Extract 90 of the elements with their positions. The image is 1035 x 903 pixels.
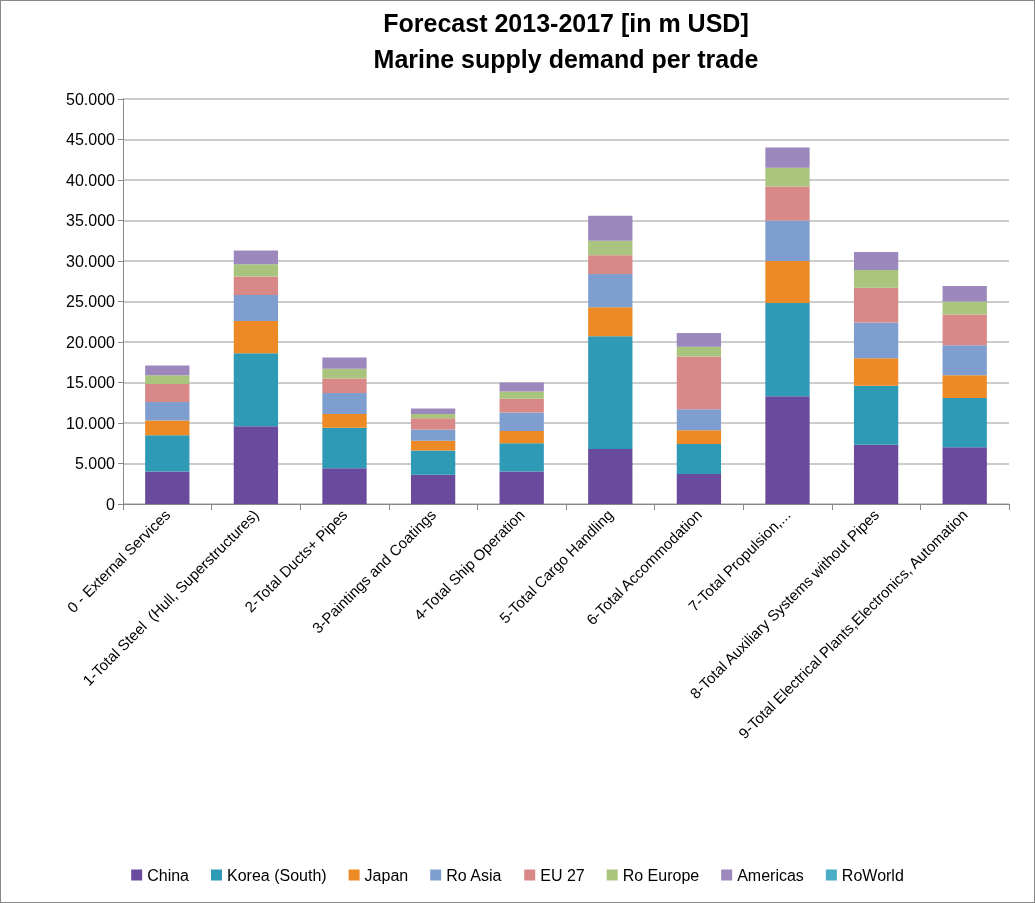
bar xyxy=(853,322,899,359)
bar xyxy=(322,357,367,369)
bar xyxy=(588,448,633,504)
legend-label: EU 27 xyxy=(540,866,585,884)
bar xyxy=(322,393,367,415)
bar xyxy=(322,468,367,504)
legend-label: Ro Asia xyxy=(446,866,502,884)
bar xyxy=(410,440,456,451)
legend-label: Ro Europe xyxy=(622,866,700,884)
bar xyxy=(942,286,987,302)
bar xyxy=(322,427,367,469)
bar xyxy=(765,220,810,261)
bar xyxy=(676,409,722,431)
bar xyxy=(942,397,987,448)
y-tick-label: 40.000 xyxy=(66,171,116,189)
bar xyxy=(410,408,456,415)
bar xyxy=(853,358,899,386)
bar xyxy=(233,353,279,427)
bar xyxy=(322,414,367,428)
bar xyxy=(499,471,544,504)
bar xyxy=(233,320,279,354)
legend-label: Korea (South) xyxy=(227,866,327,884)
bar xyxy=(410,418,456,430)
bar xyxy=(853,385,899,445)
bar xyxy=(765,186,810,221)
bar xyxy=(233,295,279,321)
bar xyxy=(942,345,987,376)
bar xyxy=(410,414,456,419)
bar xyxy=(588,240,633,256)
bar xyxy=(853,252,899,270)
bar xyxy=(676,430,722,445)
bar xyxy=(588,336,633,449)
bar xyxy=(410,474,456,504)
y-tick-label: 50.000 xyxy=(66,90,116,108)
bar xyxy=(676,474,722,504)
bar xyxy=(765,147,810,168)
bar xyxy=(588,273,633,308)
bar xyxy=(233,276,279,296)
bar xyxy=(765,303,810,397)
y-tick-label: 15.000 xyxy=(66,374,116,391)
legend-label: Americas xyxy=(737,866,804,884)
y-tick-label: 5.000 xyxy=(74,455,116,472)
bar xyxy=(499,398,544,413)
bar xyxy=(233,264,279,277)
y-tick-label: 10.000 xyxy=(66,414,116,432)
bar xyxy=(853,444,899,504)
bar xyxy=(942,375,987,398)
bar xyxy=(145,401,190,421)
bar xyxy=(588,255,633,274)
y-tick-label: 25.000 xyxy=(66,293,116,310)
bar xyxy=(233,426,279,504)
bar xyxy=(499,412,544,432)
bar xyxy=(765,261,810,304)
bar xyxy=(676,356,722,410)
bar xyxy=(145,375,190,385)
bar xyxy=(410,450,456,475)
legend-label: RoWorld xyxy=(841,866,904,884)
bar xyxy=(145,435,190,472)
bar xyxy=(322,378,367,394)
bar xyxy=(942,314,987,346)
bar xyxy=(676,346,722,357)
bar xyxy=(765,396,810,504)
bar xyxy=(145,420,190,436)
bar xyxy=(322,368,367,379)
bar xyxy=(853,287,899,323)
bar xyxy=(942,447,987,504)
bar xyxy=(499,391,544,399)
legend-label: China xyxy=(147,866,190,884)
y-tick-label: 35.000 xyxy=(66,212,116,229)
legend-label: Japan xyxy=(364,866,409,884)
bar xyxy=(588,215,633,241)
bar xyxy=(853,269,899,288)
bar xyxy=(676,333,722,347)
bar xyxy=(410,429,456,441)
y-tick-label: 30.000 xyxy=(66,252,116,270)
bar xyxy=(233,250,279,265)
bar xyxy=(676,444,722,475)
bar xyxy=(765,167,810,187)
chart-title: Forecast 2013-2017 [in m USD] xyxy=(383,8,749,37)
y-tick-label: 45.000 xyxy=(66,131,116,148)
bar xyxy=(145,471,190,504)
bar xyxy=(588,307,633,337)
bar xyxy=(145,384,190,402)
bar xyxy=(145,365,190,376)
y-tick-label: 20.000 xyxy=(66,333,116,351)
bar xyxy=(942,301,987,315)
bar xyxy=(499,443,544,472)
bar xyxy=(499,431,544,444)
chart-subtitle: Marine supply demand per trade xyxy=(373,44,759,73)
y-tick-label: 0 xyxy=(106,495,116,513)
